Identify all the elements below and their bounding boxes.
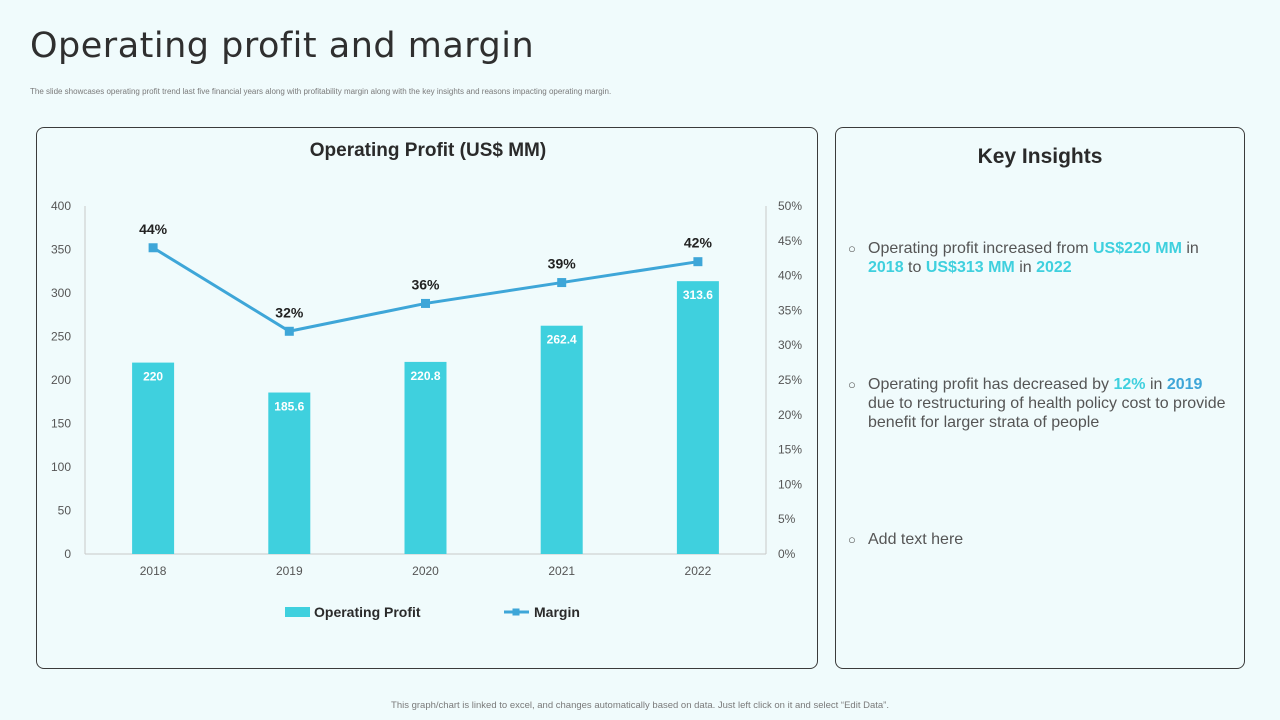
operating-profit-chart[interactable]: Operating Profit (US$ MM) 0 50 100 150 200 250… (37, 128, 819, 670)
insight-text-1: Operating profit increased from US$220 M… (868, 240, 1199, 276)
right-axis-tick-label: 0% (778, 547, 796, 561)
chart-panel[interactable]: Operating Profit (US$ MM) 0 50 100 150 200 250… (36, 127, 818, 669)
insight-item-1: ○ Operating profit increased from US$220… (848, 239, 1228, 277)
x-axis-tick-label: 2018 (140, 564, 167, 578)
right-axis-tick-label: 50% (778, 199, 802, 213)
margin-point-2020 (421, 298, 430, 308)
legend-swatch-margin-marker (512, 608, 520, 616)
bar-data-label: 262.4 (547, 333, 577, 347)
right-axis-tick-label: 25% (778, 373, 802, 387)
right-axis-tick-label: 30% (778, 338, 802, 352)
left-axis-tick-label: 150 (51, 417, 71, 431)
legend-label-margin: Margin (534, 604, 580, 620)
x-axis-tick-label: 2022 (685, 564, 712, 578)
right-axis-tick-label: 15% (778, 443, 802, 457)
legend-label-operating-profit: Operating Profit (314, 604, 421, 620)
bar-2019 (268, 392, 311, 554)
bar-data-label: 220 (143, 370, 163, 384)
bullet-icon: ○ (848, 377, 856, 392)
footer-note: This graph/chart is linked to excel, and… (391, 700, 889, 711)
right-axis-tick-label: 40% (778, 269, 802, 283)
insight-item-2: ○ Operating profit has decreased by 12% … (848, 375, 1228, 432)
page-title: Operating profit and margin (30, 26, 535, 66)
x-axis-tick-label: 2021 (548, 564, 575, 578)
margin-point-2019 (284, 326, 294, 336)
chart-title: Operating Profit (US$ MM) (310, 140, 546, 161)
bar-2020 (404, 361, 447, 554)
bullet-icon: ○ (848, 532, 856, 547)
insights-title: Key Insights (977, 145, 1103, 168)
page-subtitle: The slide showcases operating profit tre… (30, 87, 612, 96)
margin-data-label: 32% (275, 304, 304, 320)
left-axis-tick-label: 400 (51, 199, 71, 213)
right-axis-tick-label: 45% (778, 234, 802, 248)
margin-point-2022 (693, 257, 703, 267)
insight-text-3[interactable]: Add text here (868, 531, 964, 548)
insights-panel: Key Insights ○ Operating profit increase… (835, 127, 1245, 669)
left-axis-tick-label: 100 (51, 460, 71, 474)
bar-data-label: 313.6 (683, 288, 713, 302)
margin-data-label: 36% (411, 276, 440, 292)
left-axis-tick-label: 300 (51, 286, 71, 300)
bar-2022 (676, 281, 719, 554)
right-axis-tick-label: 10% (778, 477, 802, 491)
insight-item-3[interactable]: ○ Add text here (848, 530, 1228, 549)
bar-data-label: 185.6 (274, 400, 304, 414)
margin-data-label: 44% (139, 221, 168, 237)
margin-point-2018 (148, 243, 158, 253)
x-axis-tick-label: 2020 (412, 564, 439, 578)
margin-data-label: 42% (684, 235, 713, 251)
margin-point-2021 (557, 278, 567, 288)
right-axis-tick-label: 20% (778, 408, 802, 422)
bar-2018 (132, 362, 175, 554)
left-axis-tick-label: 50 (58, 504, 72, 518)
insight-text-2: Operating profit has decreased by 12% in… (868, 376, 1226, 431)
bar-2021 (540, 325, 583, 554)
right-axis-tick-label: 5% (778, 512, 796, 526)
margin-data-label: 39% (548, 256, 577, 272)
left-axis-tick-label: 200 (51, 373, 71, 387)
x-axis-tick-label: 2019 (276, 564, 303, 578)
left-axis-tick-label: 350 (51, 243, 71, 257)
bullet-icon: ○ (848, 241, 856, 256)
left-axis-tick-label: 0 (64, 547, 71, 561)
bar-data-label: 220.8 (410, 369, 440, 383)
legend-swatch-operating-profit (285, 607, 310, 617)
right-axis-tick-label: 35% (778, 303, 802, 317)
left-axis-tick-label: 250 (51, 330, 71, 344)
